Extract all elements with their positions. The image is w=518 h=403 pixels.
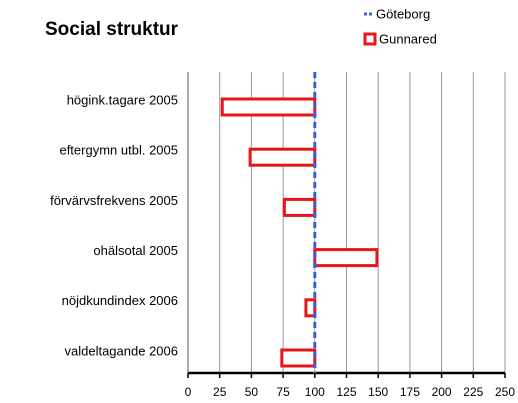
x-tick-label: 75 xyxy=(276,385,290,399)
x-tick-label: 175 xyxy=(400,385,420,399)
x-tick-label: 0 xyxy=(185,385,192,399)
legend-label: Gunnared xyxy=(379,31,437,46)
bar xyxy=(282,197,317,217)
y-tick-label: ohälsotal 2005 xyxy=(93,243,178,258)
legend-swatch xyxy=(363,32,377,46)
bar xyxy=(220,97,317,117)
bar xyxy=(248,147,317,167)
y-tick-label: valdeltagande 2006 xyxy=(65,343,179,358)
x-tick-label: 100 xyxy=(305,385,325,399)
bar xyxy=(313,248,379,268)
x-tick-label: 200 xyxy=(432,385,452,399)
x-tick-label: 25 xyxy=(213,385,227,399)
y-tick-label: nöjdkundindex 2006 xyxy=(62,293,178,308)
y-tick-label: eftergymn utbl. 2005 xyxy=(59,143,178,158)
y-tick-label: förvärvsfrekvens 2005 xyxy=(50,193,178,208)
y-tick-label: högink.tagare 2005 xyxy=(67,92,178,107)
x-tick-label: 225 xyxy=(463,385,483,399)
x-tick-label: 250 xyxy=(495,385,515,399)
legend-label: Göteborg xyxy=(376,6,430,21)
chart-title: Social struktur xyxy=(45,19,179,40)
bar xyxy=(280,348,317,368)
x-tick-label: 150 xyxy=(368,385,388,399)
x-tick-label: 125 xyxy=(336,385,356,399)
x-tick-label: 50 xyxy=(245,385,259,399)
